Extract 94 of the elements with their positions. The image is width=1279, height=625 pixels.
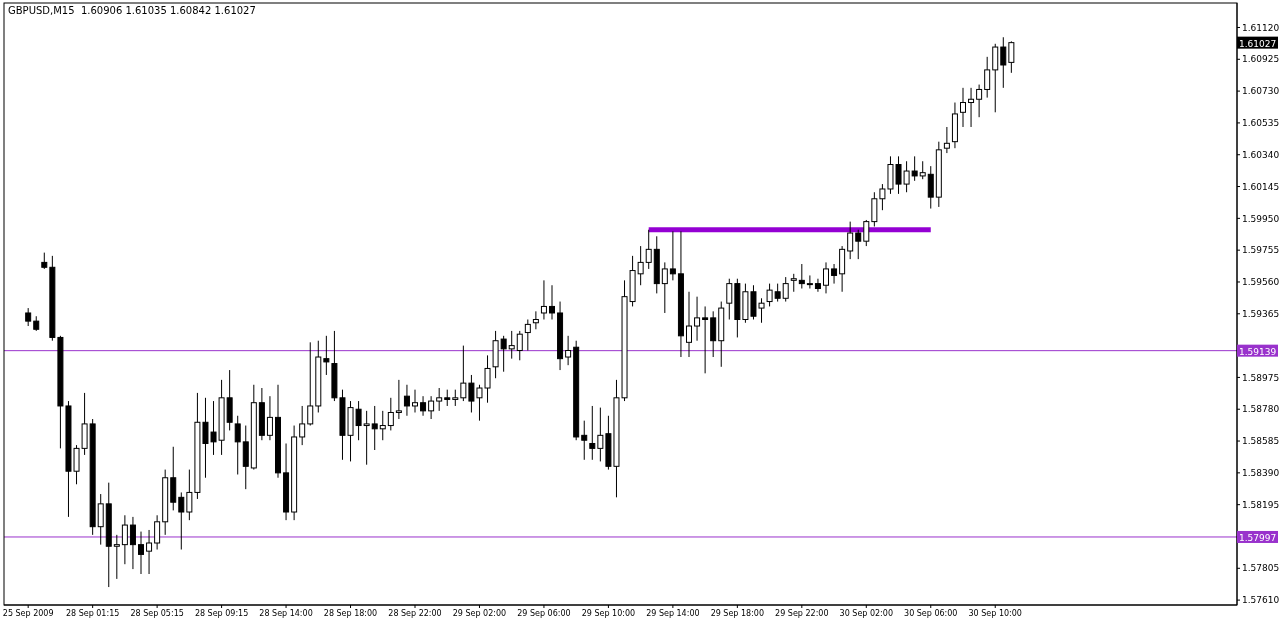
candlestick [436,387,443,412]
candlestick [943,126,950,154]
candlestick [516,330,523,361]
candlestick [976,84,983,118]
candlestick [710,310,717,358]
candlestick [798,263,805,289]
candlestick [806,274,813,289]
ref-line-label: 1.57997 [1239,532,1277,543]
y-tick-label: 1.60340 [1242,149,1279,160]
candlestick [1008,40,1015,74]
candlestick [984,56,991,99]
x-tick-label: 30 Sep 10:00 [968,608,1022,618]
candlestick [307,341,314,427]
candlestick [154,514,161,551]
candlestick [412,389,418,413]
candlestick [726,278,733,320]
candlestick [387,397,394,431]
candlestick [549,284,555,320]
y-tick-label: 1.59755 [1242,245,1279,256]
x-tick-label: 28 Sep 22:00 [388,608,442,618]
y-tick-label: 1.59950 [1242,213,1279,224]
x-tick-label: 28 Sep 09:15 [194,608,249,618]
candlestick [960,87,966,128]
candlestick [508,330,515,360]
candlestick [992,43,999,113]
candlestick [831,263,838,285]
candlestick [782,276,789,303]
x-tick-label: 30 Sep 02:00 [839,608,893,618]
x-tick-label: 29 Sep 22:00 [775,608,829,618]
x-tick-label: 28 Sep 01:15 [65,608,120,618]
candlestick [129,516,136,570]
y-tick-label: 1.58585 [1242,436,1279,447]
candlestick [540,279,547,320]
y-tick-label: 1.58195 [1242,499,1279,510]
y-tick-label: 1.58975 [1242,372,1279,383]
candlestick [565,335,572,366]
x-tick-label: 30 Sep 06:00 [904,608,958,618]
candlestick [702,305,709,374]
y-tick-label: 1.60925 [1242,54,1279,65]
y-tick-label: 1.57610 [1242,595,1279,606]
x-tick-label: 28 Sep 18:00 [323,608,378,618]
text: 1.61027 [1239,38,1277,49]
candlestick [97,493,104,546]
candlestick [323,335,330,376]
candlestick [581,420,588,461]
candlestick [403,384,410,417]
candlestick [1000,36,1007,89]
candlestick [113,534,120,580]
x-tick-label: 29 Sep 10:00 [581,608,636,618]
x-tick-label: 25 Sep 2009 [2,608,54,618]
x-tick-label: 29 Sep 14:00 [646,608,700,618]
y-tick-label: 1.60730 [1242,86,1279,97]
candlestick [371,405,378,451]
candlestick [927,165,934,210]
candlestick [428,395,435,420]
y-tick-label: 1.60145 [1242,181,1279,192]
y-tick-label: 1.59560 [1242,277,1279,288]
candlestick [847,221,854,260]
candlestick [178,491,185,551]
candlestick [823,261,829,294]
x-tick-label: 29 Sep 18:00 [710,608,765,618]
y-tick-label: 1.57805 [1242,563,1279,574]
x-tick-label: 28 Sep 05:15 [130,608,184,618]
chart-title: GBPUSD,M15 1.60906 1.61035 1.60842 1.61027 [8,5,256,16]
candlestick [395,379,402,420]
candlestick [669,230,676,281]
y-tick-label: 1.58390 [1242,468,1279,479]
candlestick [855,229,862,260]
candlestick [299,405,306,446]
candlestick [146,529,153,575]
candlestick [379,410,386,441]
candlestick [524,319,531,351]
candlestick [863,219,870,247]
candlestick [121,514,128,565]
candlestick [532,310,539,330]
candlestick [661,261,668,314]
candlestick [234,415,241,475]
x-tick-label: 29 Sep 06:00 [517,608,571,618]
candlestick [968,87,975,128]
candlestick [138,531,144,575]
x-tick-label: 28 Sep 14:00 [259,608,313,618]
candlestick [694,296,701,342]
candlestick [266,395,273,441]
x-tick-label: 29 Sep 02:00 [452,608,507,618]
y-tick-label: 1.58780 [1242,404,1279,415]
candlestick [686,291,692,358]
y-tick-label: 1.59365 [1242,308,1279,319]
ref-line-label: 1.59139 [1239,346,1277,357]
candlestick [589,405,596,461]
y-tick-label: 1.61120 [1242,22,1279,33]
candlestick [814,278,821,293]
candlestick [420,395,427,417]
candlestick [645,229,652,270]
y-tick-label: 1.60535 [1242,118,1279,129]
